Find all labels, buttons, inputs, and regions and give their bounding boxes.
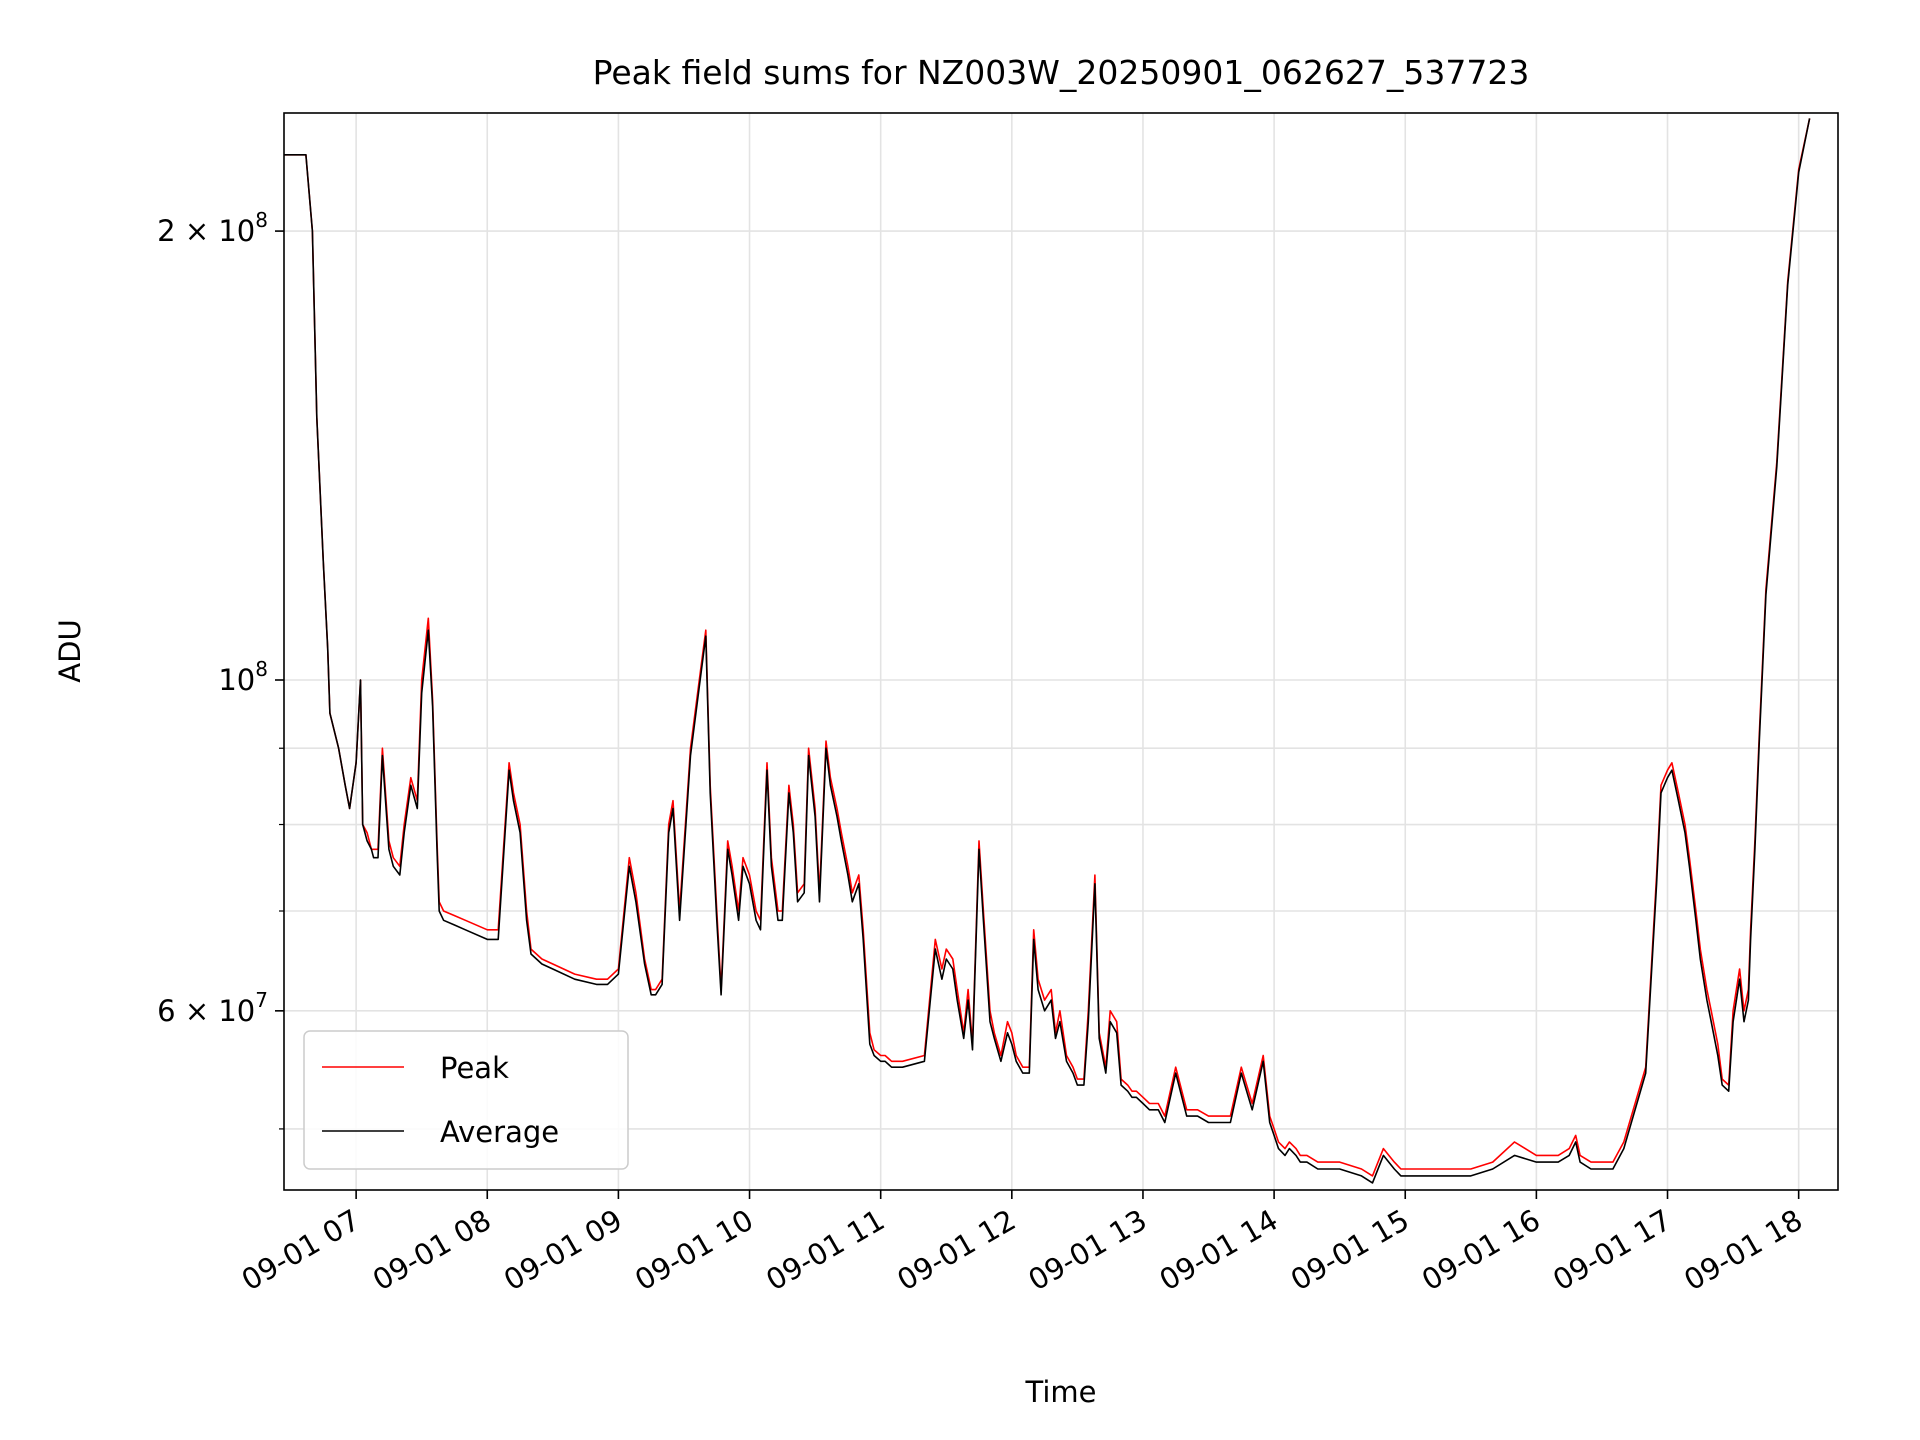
x-axis-label: Time [1025,1375,1097,1409]
y-tick-label: 108 [218,657,268,697]
y-tick-label: 2 × 108 [157,208,268,248]
grid [284,113,1838,1190]
plot-frame [283,112,1839,1191]
chart-title: Peak field sums for NZ003W_20250901_0626… [593,53,1530,92]
legend-average-label: Average [440,1115,559,1149]
legend: Peak Average [303,1030,629,1170]
series-line-average [284,118,1811,1184]
legend-box [303,1030,629,1170]
y-axis-label: ADU [53,619,87,682]
series-group [284,118,1811,1184]
legend-peak-label: Peak [440,1051,509,1085]
y-tick-label: 6 × 107 [157,988,268,1028]
